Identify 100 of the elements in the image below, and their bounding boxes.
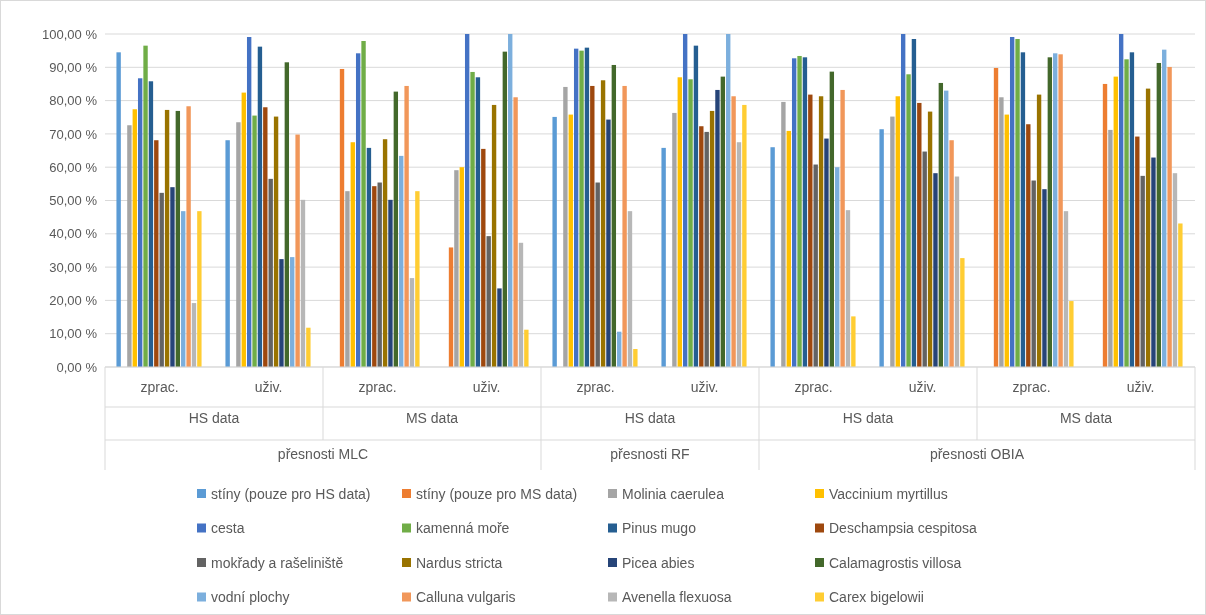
bar [290,257,295,367]
bar [633,349,638,367]
bar [154,140,159,367]
bar [851,316,856,367]
legend-label: stíny (pouze pro MS data) [416,485,578,502]
y-tick-label: 80,00 % [49,93,98,109]
bar [595,182,600,367]
bar [1167,66,1172,367]
bar [579,50,584,367]
bar [366,147,372,367]
bar [382,139,388,367]
bar [513,97,518,367]
y-tick-label: 100,00 % [42,26,98,42]
bar [742,104,747,367]
bar [143,45,148,367]
bar [508,34,513,367]
bar [197,211,202,367]
bar [900,34,906,367]
bar [345,191,350,367]
bar [682,34,688,367]
bar [808,94,813,367]
bar [1009,37,1015,367]
bar [1135,136,1140,367]
legend-label: Calluna vulgaris [416,589,516,605]
x-tick-label: zprac. [794,379,833,395]
bar [693,45,699,367]
text: MS data [405,410,459,426]
bar [415,191,420,367]
bar [944,90,949,367]
bar [300,199,306,367]
bar [1015,38,1020,367]
bar [191,303,197,367]
bar [127,125,132,367]
bar [726,34,731,367]
bar [879,129,884,367]
bar [339,68,345,367]
bar [1113,76,1118,367]
bar [911,38,917,367]
bar [361,40,366,367]
bar [170,187,175,367]
bar [688,79,693,367]
x-tick-label: uživ. [908,379,937,395]
bar [524,329,529,367]
bar [159,192,164,367]
bar [502,51,508,367]
legend-label: cesta [211,520,245,536]
bar [1129,52,1135,367]
x-tick-label: zprac. [576,379,615,395]
x-tick-label: uživ. [472,379,501,395]
bar [1108,129,1113,367]
bar [148,81,154,367]
x-tick-label: uživ. [1126,379,1155,395]
bar [1053,53,1058,367]
bar [491,104,497,367]
bar [1042,189,1047,367]
bar [284,62,290,367]
bar [715,89,720,367]
bar [257,46,263,367]
text: přesnosti RF [610,446,690,462]
bar [672,112,677,367]
bar [731,96,736,367]
bar [677,77,682,367]
bar [1026,124,1031,367]
bar [175,110,181,367]
y-tick-label: 10,00 % [49,326,98,342]
text: HS data [842,410,894,426]
legend-label: vodní plochy [211,589,290,605]
bar [252,115,257,367]
bar [279,259,284,367]
legend-label: Calamagrostis villosa [829,554,962,571]
bar [552,116,557,367]
text: HS data [624,410,676,426]
bar [1020,52,1026,367]
bar [409,278,415,367]
y-tick-label: 90,00 % [49,59,98,75]
bar [781,101,786,367]
bar [1145,88,1151,367]
bar [470,71,475,367]
bar [1063,211,1069,367]
bar [840,89,845,367]
bar [786,130,791,367]
legend-label: Nardus stricta [416,554,503,571]
legend-label: Deschampsia cespitosa [829,520,978,536]
bar [661,147,666,367]
bar [1036,94,1042,367]
bar [388,199,393,367]
bar [241,92,246,367]
bar [246,37,252,367]
y-tick-label: 40,00 % [49,226,98,242]
bar [132,109,137,367]
bar [404,85,409,367]
bar [813,164,818,367]
bar [917,102,922,367]
x-tick-label: zprac. [1012,379,1051,395]
bar [818,96,824,367]
legend-label: Pinus mugo [622,520,697,536]
bar [584,47,590,367]
bar [164,109,170,367]
y-tick-label: 20,00 % [49,293,98,309]
bar [448,247,454,367]
